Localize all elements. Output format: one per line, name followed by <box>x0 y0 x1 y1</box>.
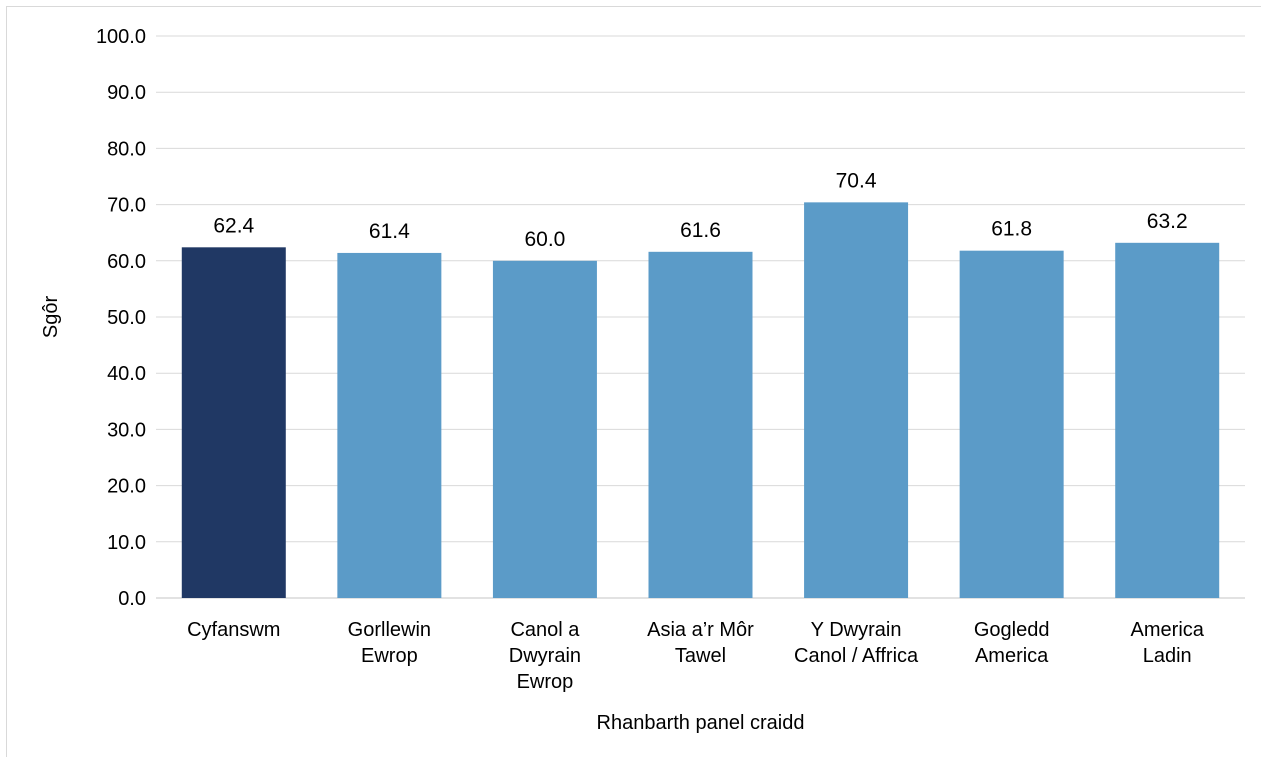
bar <box>804 202 909 599</box>
bar <box>492 260 597 598</box>
y-tick-label: 100.0 <box>96 26 146 48</box>
bar <box>959 250 1064 598</box>
y-tick-label: 0.0 <box>118 588 146 610</box>
y-tick-label: 70.0 <box>107 195 146 217</box>
data-label: 63.2 <box>1147 210 1188 233</box>
bar <box>337 252 442 598</box>
y-tick-label: 60.0 <box>107 251 146 273</box>
data-label: 70.4 <box>836 169 877 192</box>
bar <box>1115 242 1220 599</box>
category-label: Asia a’r Môr Tawel <box>647 619 754 667</box>
category-label: Y Dwyrain Canol / Affrica <box>794 619 919 667</box>
y-tick-label: 90.0 <box>107 82 146 104</box>
bar <box>648 251 753 599</box>
data-label: 62.4 <box>213 214 254 237</box>
category-label: Gogledd America <box>974 619 1050 667</box>
category-label: America Ladin <box>1131 619 1205 667</box>
category-labels: Cyfanswm Gorllewin Ewrop Canol a Dwyrain Ewro… <box>187 619 1205 693</box>
bar <box>181 247 286 598</box>
x-axis-title: Rhanbarth panel craidd <box>597 712 805 734</box>
y-tick-label: 40.0 <box>107 363 146 385</box>
data-label: 61.8 <box>991 218 1032 241</box>
category-label: Canol a Dwyrain Ewrop <box>509 619 581 693</box>
chart-frame <box>6 6 1261 757</box>
y-tick-label: 30.0 <box>107 419 146 441</box>
data-label: 61.6 <box>680 219 721 242</box>
y-axis-title: Sgôr <box>40 296 62 339</box>
category-label: Gorllewin Ewrop <box>348 619 431 667</box>
y-tick-labels: 0.0 10.0 20.0 30.0 40.0 50.0 60.0 70.0 80.0 90.0 1… <box>96 26 146 610</box>
category-label: Cyfanswm <box>187 619 280 641</box>
y-tick-label: 20.0 <box>107 476 146 498</box>
y-tick-label: 80.0 <box>107 138 146 160</box>
bars <box>181 202 1220 599</box>
data-label: 60.0 <box>524 228 565 251</box>
y-tick-label: 10.0 <box>107 532 146 554</box>
data-labels: 62.4 61.4 60.0 61.6 70.4 61.8 63.2 <box>213 169 1187 250</box>
y-tick-label: 50.0 <box>107 307 146 329</box>
data-label: 61.4 <box>369 220 410 243</box>
